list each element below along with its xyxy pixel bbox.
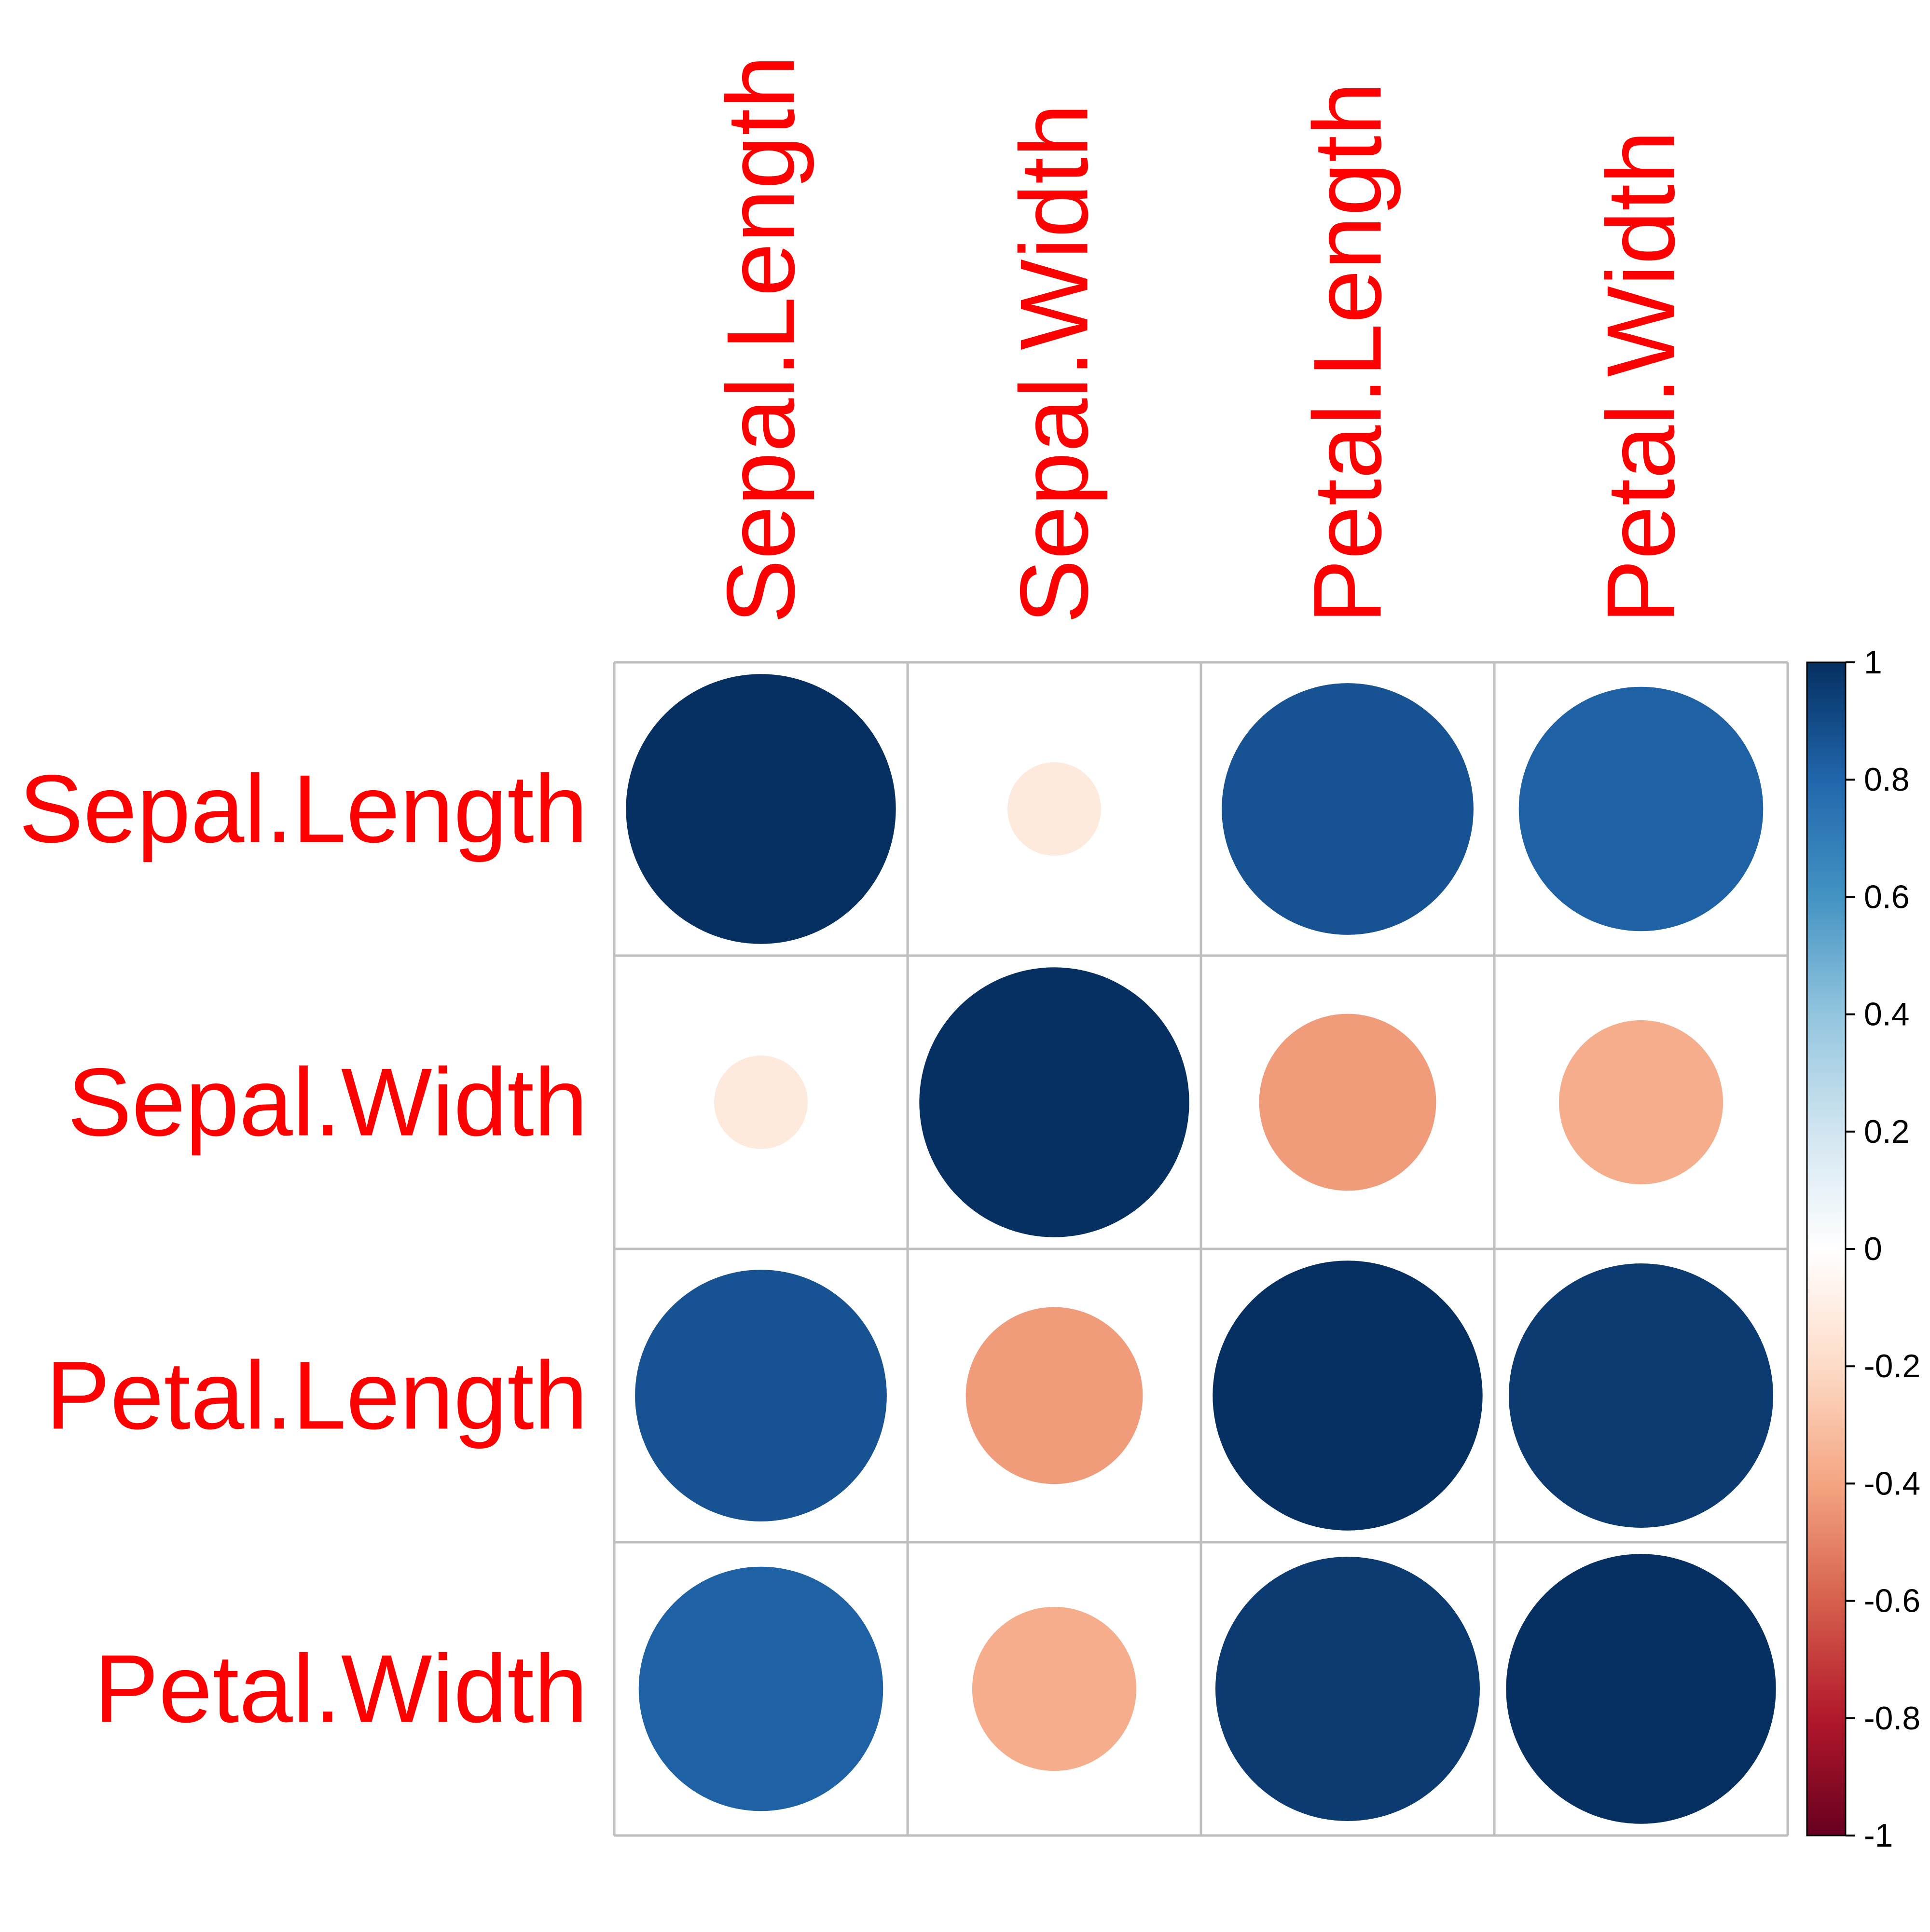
colorbar: 1 0.8 0.6 0.4 0.2 0 -0.2 -0.4 -0.6 -0.8 -1 — [1806, 644, 1920, 1854]
corr-circle-sepal-length-sepal-width — [1007, 762, 1101, 856]
row-label-sepal-width: Sepal.Width — [68, 1049, 588, 1156]
colorbar-tick-label: 0.8 — [1864, 761, 1910, 798]
corr-circle-petal-width-sepal-width — [972, 1606, 1137, 1771]
corr-circle-petal-length-petal-length — [1213, 1261, 1483, 1531]
corr-circle-sepal-length-petal-length — [1222, 683, 1474, 935]
row-labels: Sepal.Length Sepal.Width Petal.Length Petal… — [19, 755, 588, 1743]
corr-circle-petal-width-petal-length — [1215, 1557, 1480, 1821]
row-label-sepal-length: Sepal.Length — [19, 755, 588, 863]
corr-circle-petal-length-petal-width — [1509, 1263, 1773, 1528]
colorbar-tick-label: 1 — [1864, 644, 1882, 681]
corr-circle-sepal-width-petal-width — [1558, 1020, 1723, 1185]
row-label-petal-width: Petal.Width — [94, 1635, 588, 1743]
corr-circle-petal-width-sepal-length — [638, 1566, 883, 1811]
corr-circle-petal-length-sepal-length — [635, 1270, 887, 1521]
colorbar-tick-label: -0.2 — [1864, 1348, 1920, 1384]
colorbar-tick-label: 0.2 — [1864, 1113, 1910, 1150]
colorbar-tick-label: 0 — [1864, 1231, 1882, 1267]
corr-circle-sepal-width-sepal-length — [714, 1055, 808, 1149]
column-label-petal-width: Petal.Width — [1587, 130, 1695, 624]
correlation-cells — [626, 674, 1776, 1824]
corr-circle-sepal-length-petal-width — [1518, 686, 1764, 932]
row-label-petal-length: Petal.Length — [46, 1342, 588, 1450]
grid-lines — [613, 661, 1789, 1837]
column-labels: Sepal.Length Sepal.Width Petal.Length Petal… — [707, 55, 1695, 624]
column-label-sepal-width: Sepal.Width — [1001, 104, 1108, 624]
corr-circle-sepal-length-sepal-length — [626, 674, 896, 944]
colorbar-tick-label: -0.4 — [1864, 1465, 1920, 1502]
colorbar-tick-label: -0.6 — [1864, 1583, 1920, 1619]
colorbar-tick-label: -1 — [1864, 1817, 1893, 1854]
corr-circle-sepal-width-petal-length — [1259, 1014, 1436, 1191]
corr-circle-petal-width-petal-width — [1506, 1554, 1776, 1824]
column-label-petal-length: Petal.Length — [1294, 82, 1402, 624]
corr-circle-petal-length-sepal-width — [965, 1307, 1143, 1484]
colorbar-tick-label: -0.8 — [1864, 1700, 1920, 1737]
colorbar-tick-label: 0.6 — [1864, 878, 1910, 915]
colorbar-tick-label: 0.4 — [1864, 996, 1910, 1033]
column-label-sepal-length: Sepal.Length — [707, 55, 815, 624]
corr-circle-sepal-width-sepal-width — [919, 967, 1189, 1237]
colorbar-gradient — [1806, 661, 1847, 1836]
